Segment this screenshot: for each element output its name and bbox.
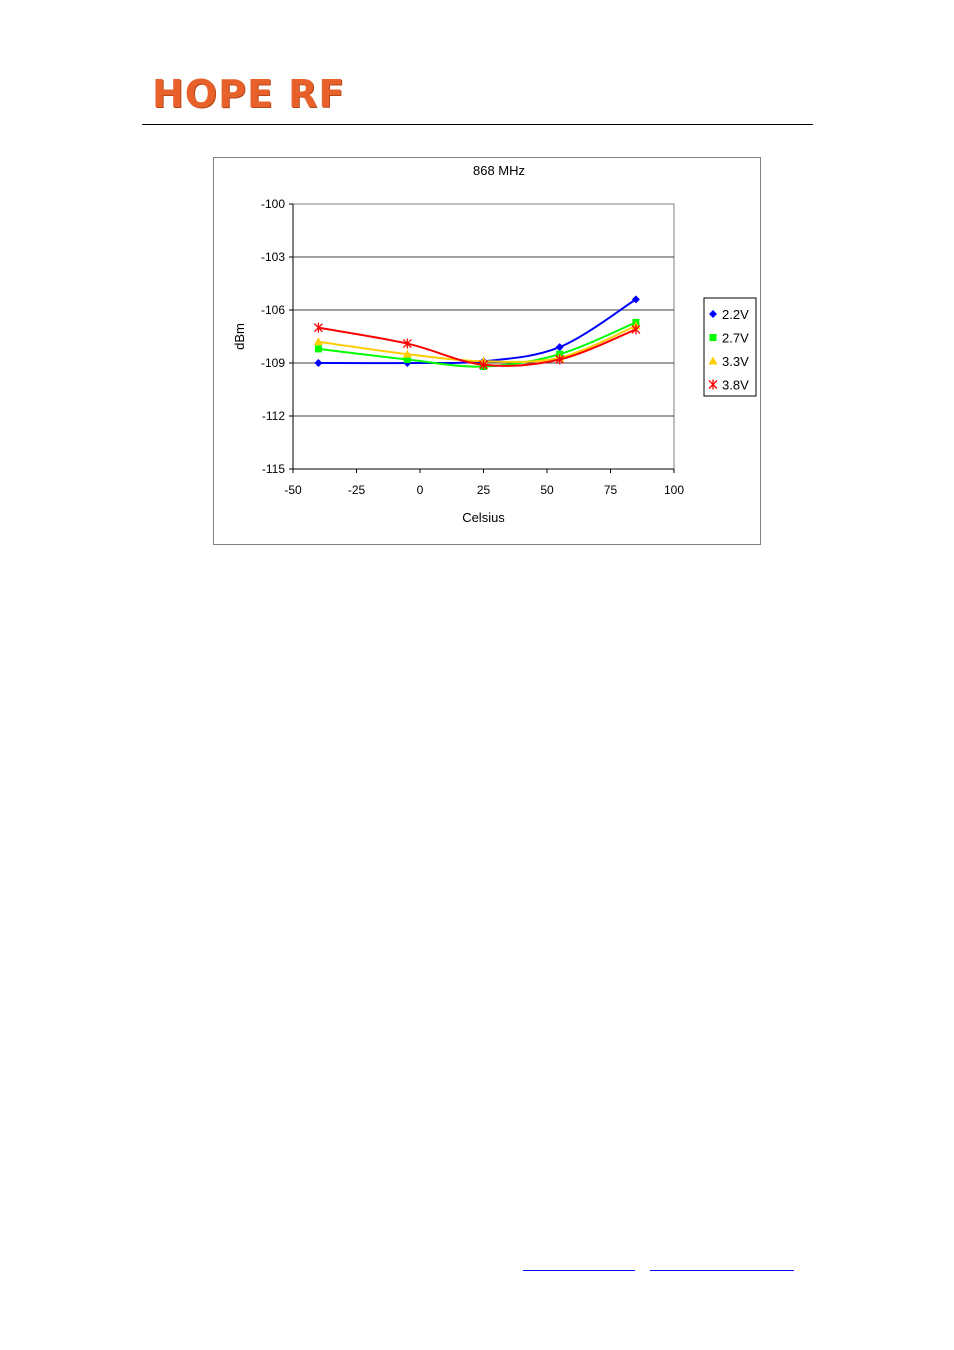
chart-container: 868 MHz -100 -103 -106 -109 -112 -115 -50 -25 0 25… [213, 157, 761, 545]
temperature-sensitivity-chart: 868 MHz -100 -103 -106 -109 -112 -115 -50 -25 0 25… [232, 163, 757, 525]
plot-area [292, 203, 675, 470]
legend-marker-2.2V [709, 310, 717, 318]
chart-title: 868 MHz [473, 163, 525, 178]
data-point-2.7V [314, 345, 322, 353]
footer-link-2[interactable] [650, 1258, 794, 1271]
data-point-3.8V [631, 324, 641, 335]
y-axis-label: dBm [232, 323, 247, 350]
data-point-2.2V [314, 359, 323, 367]
legend-marker-2.7V [709, 334, 717, 341]
x-axis-label: Celsius [462, 510, 505, 525]
x-tick-label: -50 [284, 483, 302, 497]
legend-marker-3.3V [708, 356, 718, 365]
data-point-3.3V [313, 337, 323, 346]
x-tick-label: 75 [604, 483, 618, 497]
y-tick-label: -109 [261, 356, 285, 370]
x-tick-label: 50 [540, 483, 554, 497]
y-tick-label: -115 [262, 462, 285, 476]
x-tick-label: 25 [477, 483, 491, 497]
y-tick-label: -106 [261, 303, 285, 317]
header-divider [142, 124, 813, 125]
legend-label: 2.2V [722, 307, 749, 322]
y-tick-label: -100 [261, 197, 285, 211]
legend-label: 3.3V [722, 354, 749, 369]
data-point-2.7V [403, 355, 411, 363]
legend-marker-3.8V [708, 379, 718, 390]
data-point-3.8V [479, 359, 488, 370]
data-point-3.8V [402, 338, 412, 349]
x-tick-label: 0 [417, 483, 424, 497]
data-point-3.8V [313, 322, 323, 333]
data-point-2.2V [631, 295, 640, 304]
hope-rf-logo: HOPE RF [152, 72, 346, 116]
x-tick-label: -25 [348, 483, 366, 497]
y-tick-label: -112 [262, 409, 285, 423]
legend-label: 3.8V [722, 378, 749, 393]
data-point-3.8V [555, 354, 565, 365]
data-point-2.2V [555, 343, 564, 352]
data-point-3.3V [402, 349, 412, 358]
x-tick-label: 100 [664, 483, 684, 497]
legend-label: 2.7V [722, 331, 749, 346]
y-tick-label: -103 [261, 250, 285, 264]
footer-link-1[interactable] [523, 1258, 635, 1271]
